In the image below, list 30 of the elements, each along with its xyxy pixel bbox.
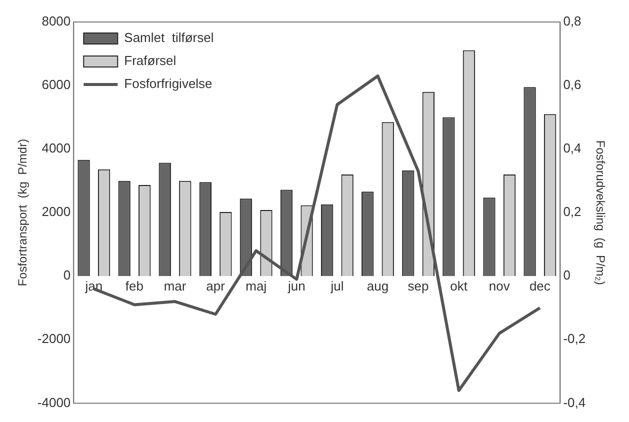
y2-tick-label: -0,2 xyxy=(563,331,586,346)
y2-axis-title: Fosforudveksling (g P/m₂) xyxy=(593,140,608,285)
x-tick-label: sep xyxy=(408,278,429,294)
y2-tick-label: 0,6 xyxy=(563,77,582,92)
x-tick-label: jun xyxy=(286,278,306,294)
legend-label: Fosforfrigivelse xyxy=(124,76,212,92)
y2-tick-label: 0,2 xyxy=(563,204,582,220)
y-axis-title: Fosfortransport (kg P/mdr) xyxy=(16,138,30,286)
y-tick-label: 0 xyxy=(63,268,71,283)
x-tick-label: dec xyxy=(529,278,551,294)
x-tick-label: nov xyxy=(488,278,510,294)
legend-label: Fraførsel xyxy=(124,53,176,68)
y-tick-label: -2000 xyxy=(37,331,71,346)
x-tick-label: mar xyxy=(164,278,187,294)
y2-tick-label: -0,4 xyxy=(563,394,586,410)
y-tick-label: 8000 xyxy=(42,14,71,29)
x-tick-label: jul xyxy=(330,278,344,294)
x-tick-label: feb xyxy=(125,278,144,294)
y2-tick-label: 0,8 xyxy=(563,14,582,29)
x-tick-label: apr xyxy=(206,278,226,294)
y-tick-label: 6000 xyxy=(42,77,71,92)
x-tick-label: aug xyxy=(366,278,389,294)
x-tick-label: okt xyxy=(450,278,468,294)
x-tick-label: maj xyxy=(246,278,267,294)
y2-tick-label: 0,4 xyxy=(563,140,582,156)
y-tick-label: 2000 xyxy=(42,204,71,220)
legend-label: Samlet tilførsel xyxy=(124,30,214,46)
y2-tick-label: 0 xyxy=(563,268,570,283)
y-tick-label: 4000 xyxy=(42,140,71,156)
y-tick-label: -4000 xyxy=(37,394,71,410)
